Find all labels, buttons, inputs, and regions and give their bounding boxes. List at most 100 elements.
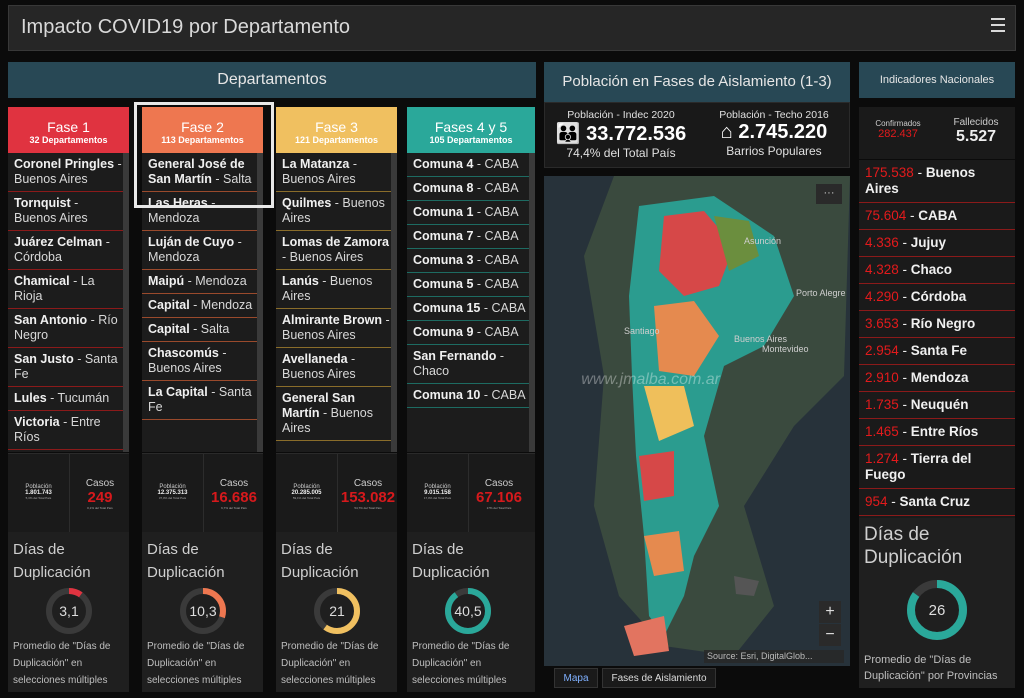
dept-name: Coronel Pringles xyxy=(14,157,115,171)
list-item[interactable]: Comuna 7 - CABA xyxy=(407,225,535,249)
list-item[interactable]: Capital - Salta xyxy=(142,318,263,342)
list-item[interactable]: Lanús - Buenos Aires xyxy=(276,270,397,309)
app-header: Impacto COVID19 por Departamento xyxy=(8,5,1016,51)
province-item[interactable]: 954 - Santa Cruz xyxy=(859,489,1015,516)
phase-stats: Población 1.801.743 5,3% del Total País … xyxy=(8,453,129,533)
list-item[interactable]: Maipú - Mendoza xyxy=(142,270,263,294)
province-item[interactable]: 1.735 - Neuquén xyxy=(859,392,1015,419)
app-title: Impacto COVID19 por Departamento xyxy=(21,16,351,38)
province-name: Entre Ríos xyxy=(910,424,979,439)
zoom-in-button[interactable]: + xyxy=(819,601,841,623)
dup-ring-value: 26 xyxy=(929,602,946,619)
province-item[interactable]: 4.290 - Córdoba xyxy=(859,284,1015,311)
province-item[interactable]: 4.328 - Chaco xyxy=(859,257,1015,284)
dup-note: Promedio de "Días de Duplicación" en sel… xyxy=(412,641,510,686)
phase-stats: Población 20.285.005 59,1% del Total Paí… xyxy=(276,453,397,533)
list-item[interactable]: Lomas de Zamora - Buenos Aires xyxy=(276,231,397,270)
map-label: Porto Alegre xyxy=(796,288,846,298)
list-item[interactable]: Coronel Pringles - Buenos Aires xyxy=(8,153,129,192)
list-item[interactable]: Capital - Mendoza xyxy=(142,294,263,318)
scrollbar[interactable] xyxy=(257,153,263,452)
list-item[interactable]: Avellaneda - Buenos Aires xyxy=(276,348,397,387)
population-label: Población xyxy=(293,484,320,490)
dept-name: Las Heras xyxy=(148,196,208,210)
dept-list[interactable]: Coronel Pringles - Buenos Aires Tornquist… xyxy=(8,153,129,452)
list-item[interactable]: Comuna 5 - CABA xyxy=(407,273,535,297)
list-item[interactable]: Tornquist - Buenos Aires xyxy=(8,192,129,231)
dept-province: - Buenos Aires xyxy=(282,352,356,381)
list-item[interactable]: Chascomús - Buenos Aires xyxy=(142,342,263,381)
zoom-out-button[interactable]: − xyxy=(819,624,841,646)
list-item[interactable]: Comuna 15 - CABA xyxy=(407,297,535,321)
dept-name: Maipú xyxy=(148,274,185,288)
map-view[interactable]: Asunción Porto Alegre Santiago Buenos Aires… xyxy=(544,176,850,666)
list-item[interactable]: San Antonio - Río Negro xyxy=(8,309,129,348)
dept-list[interactable]: Comuna 4 - CABA Comuna 8 - CABA Comuna 1 -… xyxy=(407,153,535,452)
dept-name: Lules xyxy=(14,391,47,405)
dept-name: Comuna 1 xyxy=(413,205,474,219)
dept-province: - Mendoza xyxy=(184,274,247,288)
tab-fases-aislamiento[interactable]: Fases de Aislamiento xyxy=(602,668,716,688)
scrollbar[interactable] xyxy=(391,153,397,452)
list-item[interactable]: Quilmes - Buenos Aires xyxy=(276,192,397,231)
dup-note: Promedio de "Días de Duplicación" por Pr… xyxy=(864,654,998,682)
list-item[interactable]: Las Heras - Mendoza xyxy=(142,192,263,231)
list-item[interactable]: Lules - Tucumán xyxy=(8,387,129,411)
provinces-list[interactable]: 175.538 - Buenos Aires 75.604 - CABA 4.336… xyxy=(859,160,1015,518)
hamburger-menu-icon[interactable] xyxy=(991,18,1005,32)
phase-count: 32 Departamentos xyxy=(29,135,108,145)
phase-header[interactable]: Fases 4 y 5 105 Departamentos xyxy=(407,107,535,153)
house-icon: ⌂ xyxy=(720,121,733,143)
list-item[interactable]: Comuna 9 - CABA xyxy=(407,321,535,345)
list-item[interactable]: Victoria - Entre Ríos xyxy=(8,411,129,450)
tab-mapa[interactable]: Mapa xyxy=(554,668,598,688)
map-more-button[interactable]: ··· xyxy=(816,184,842,204)
province-item[interactable]: 1.465 - Entre Ríos xyxy=(859,419,1015,446)
phase-header[interactable]: Fase 3 121 Departamentos xyxy=(276,107,397,153)
province-item[interactable]: 4.336 - Jujuy xyxy=(859,230,1015,257)
scrollbar[interactable] xyxy=(529,153,535,452)
province-item[interactable]: 3.653 - Río Negro xyxy=(859,311,1015,338)
list-item[interactable]: Almirante Brown - Buenos Aires xyxy=(276,309,397,348)
list-item[interactable]: La Capital - Santa Fe xyxy=(142,381,263,420)
phase-header[interactable]: Fase 1 32 Departamentos xyxy=(8,107,129,153)
people-icon: 👪 xyxy=(555,123,581,145)
list-item[interactable]: San Fernando - Chaco xyxy=(407,345,535,384)
cases-label: Casos xyxy=(85,478,115,489)
list-item[interactable]: Comuna 1 - CABA xyxy=(407,201,535,225)
province-item[interactable]: 75.604 - CABA xyxy=(859,203,1015,230)
list-item[interactable]: Juárez Celman - Córdoba xyxy=(8,231,129,270)
dept-province: - Mendoza xyxy=(189,298,253,312)
phase-header[interactable]: Fase 2 113 Departamentos xyxy=(142,107,263,153)
dup-ring-chart: 21 xyxy=(314,588,360,634)
dept-list[interactable]: La Matanza - Buenos Aires Quilmes - Bueno… xyxy=(276,153,397,452)
list-item[interactable]: Comuna 10 - CABA xyxy=(407,384,535,408)
scrollbar[interactable] xyxy=(123,153,129,452)
dept-name: Lanús xyxy=(282,274,319,288)
list-item[interactable]: San Justo - Santa Fe xyxy=(8,348,129,387)
province-item[interactable]: 2.910 - Mendoza xyxy=(859,365,1015,392)
list-item[interactable]: La Matanza - Buenos Aires xyxy=(276,153,397,192)
cases-value: 249 xyxy=(87,489,113,506)
cases-pct: 17% del Total País xyxy=(486,506,512,510)
cases-block: Casos 16.686 6,7% del Total País xyxy=(205,454,263,533)
list-item[interactable]: Luján de Cuyo - Mendoza xyxy=(142,231,263,270)
province-name: CABA xyxy=(918,208,958,223)
province-item[interactable]: 2.954 - Santa Fe xyxy=(859,338,1015,365)
list-item[interactable]: Comuna 4 - CABA xyxy=(407,153,535,177)
list-item[interactable]: Chamical - La Rioja xyxy=(8,270,129,309)
list-item[interactable]: General San Martín - Buenos Aires xyxy=(276,387,397,441)
province-cases: 4.336 xyxy=(865,235,899,250)
indicadores-title: Indicadores Nacionales xyxy=(859,62,1015,98)
dept-name: General José de San Martín xyxy=(148,157,245,186)
province-item[interactable]: 1.274 - Tierra del Fuego xyxy=(859,446,1015,489)
list-item[interactable]: Comuna 8 - CABA xyxy=(407,177,535,201)
list-item[interactable]: Comuna 3 - CABA xyxy=(407,249,535,273)
dept-province: - Buenos Aires xyxy=(282,196,385,225)
list-item[interactable]: General José de San Martín - Salta xyxy=(142,153,263,192)
dept-province: - Buenos Aires xyxy=(14,157,122,186)
population-label: Población xyxy=(424,484,451,490)
province-item[interactable]: 175.538 - Buenos Aires xyxy=(859,160,1015,203)
dept-name: Comuna 7 xyxy=(413,229,474,243)
dept-list[interactable]: General José de San Martín - Salta Las He… xyxy=(142,153,263,452)
